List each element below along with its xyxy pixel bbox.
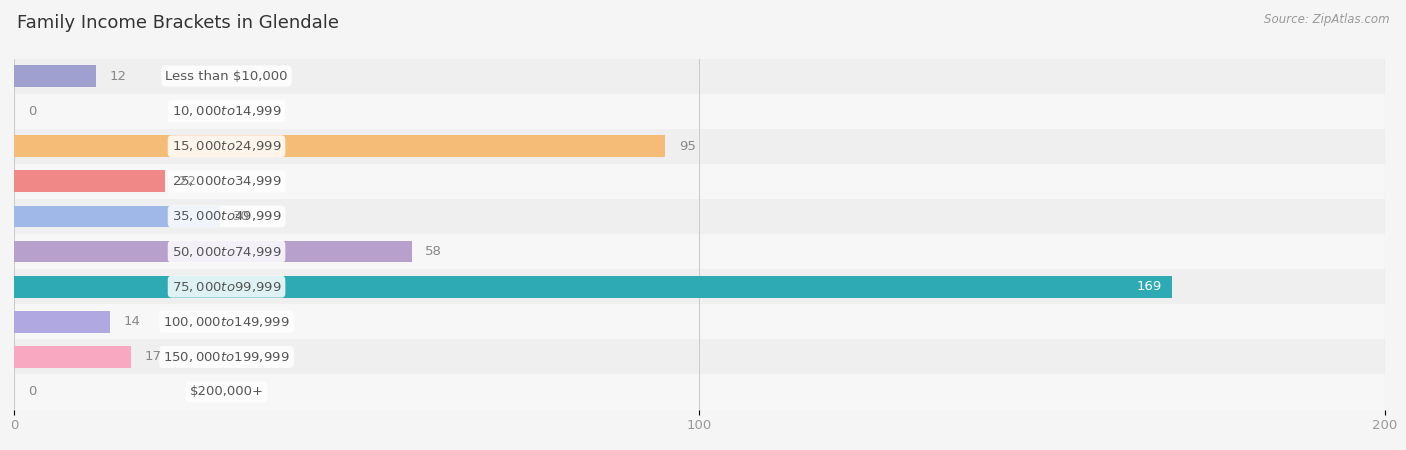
Text: 58: 58 — [425, 245, 443, 258]
Text: $75,000 to $99,999: $75,000 to $99,999 — [172, 279, 281, 294]
Bar — [14, 374, 1385, 410]
Bar — [14, 94, 1385, 129]
Text: Source: ZipAtlas.com: Source: ZipAtlas.com — [1264, 14, 1389, 27]
Bar — [14, 65, 96, 87]
Text: $100,000 to $149,999: $100,000 to $149,999 — [163, 315, 290, 329]
Bar — [14, 304, 1385, 339]
Bar — [14, 58, 1385, 94]
Text: Family Income Brackets in Glendale: Family Income Brackets in Glendale — [17, 14, 339, 32]
Bar — [14, 129, 1385, 164]
Text: 14: 14 — [124, 315, 141, 328]
Bar — [14, 234, 1385, 269]
Text: $25,000 to $34,999: $25,000 to $34,999 — [172, 174, 281, 189]
Text: 22: 22 — [179, 175, 195, 188]
Text: $15,000 to $24,999: $15,000 to $24,999 — [172, 139, 281, 153]
Text: 30: 30 — [233, 210, 250, 223]
Bar — [14, 346, 131, 368]
Bar — [14, 311, 110, 333]
Text: Less than $10,000: Less than $10,000 — [166, 70, 288, 82]
Text: $10,000 to $14,999: $10,000 to $14,999 — [172, 104, 281, 118]
Bar — [14, 135, 665, 157]
Bar — [14, 206, 219, 227]
Text: $200,000+: $200,000+ — [190, 386, 263, 398]
Text: 169: 169 — [1137, 280, 1163, 293]
Text: 95: 95 — [679, 140, 696, 153]
Text: $50,000 to $74,999: $50,000 to $74,999 — [172, 244, 281, 259]
Bar — [14, 164, 1385, 199]
Bar — [14, 199, 1385, 234]
Bar — [14, 171, 165, 192]
Bar — [14, 276, 1173, 297]
Bar — [14, 269, 1385, 304]
Bar — [14, 241, 412, 262]
Text: $35,000 to $49,999: $35,000 to $49,999 — [172, 209, 281, 224]
Bar — [14, 339, 1385, 374]
Text: $150,000 to $199,999: $150,000 to $199,999 — [163, 350, 290, 364]
Text: 0: 0 — [28, 386, 37, 398]
Text: 0: 0 — [28, 105, 37, 117]
Text: 12: 12 — [110, 70, 127, 82]
Text: 17: 17 — [145, 351, 162, 363]
